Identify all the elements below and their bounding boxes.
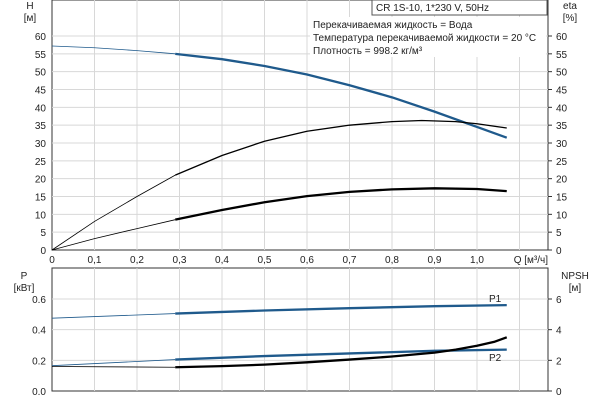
y-tick-label: 0.6: [32, 295, 46, 306]
y-tick-label: 35: [35, 121, 47, 132]
y-tick-label: 25: [35, 157, 47, 168]
x-tick-label: 0,3: [173, 255, 187, 266]
head-curve-extrapolated: [51, 45, 176, 55]
y-tick-label: 0: [40, 246, 46, 257]
y2-tick-label: 0: [556, 387, 562, 398]
y2-tick-label: 6: [556, 295, 562, 306]
y-tick-label: 55: [35, 50, 47, 61]
x-tick-label: 0,7: [343, 255, 357, 266]
y2-tick-label: 4: [556, 326, 562, 337]
npsh-curve-extrapolated: [51, 366, 176, 368]
y-axis-label: H: [26, 1, 33, 12]
eta-total-curve: [175, 187, 507, 221]
y-tick-label: 0.0: [32, 387, 46, 398]
y2-tick-label: 25: [556, 157, 568, 168]
y-tick-label: 10: [35, 210, 47, 221]
title-box: [371, 0, 548, 16]
x-tick-label: 0,5: [258, 255, 272, 266]
y-tick-label: 0.2: [32, 356, 46, 367]
y-axis-unit: [кВт]: [14, 283, 35, 294]
p2-curve-extrapolated: [51, 359, 176, 367]
y2-tick-label: 40: [556, 103, 568, 114]
x-tick-label: 0,6: [300, 255, 314, 266]
eta-curve-extrapolated: [51, 174, 176, 251]
y-axis-label: P: [21, 271, 28, 282]
y2-tick-label: 15: [556, 193, 568, 204]
x-tick-label: 0,1: [88, 255, 102, 266]
y2-tick-label: 35: [556, 121, 568, 132]
y2-tick-label: 45: [556, 86, 568, 97]
annotation: Плотность = 998.2 кг/м³: [313, 46, 423, 57]
y-tick-label: 5: [40, 228, 46, 239]
series-label-p1: P1: [489, 294, 502, 305]
x-tick-label: 1,0: [470, 255, 484, 266]
y2-tick-label: 10: [556, 210, 568, 221]
p1-curve: [175, 303, 507, 315]
y2-tick-label: 0: [556, 246, 562, 257]
y2-tick-label: 5: [556, 228, 562, 239]
x-axis-label: Q [м³/ч]: [514, 255, 549, 266]
annotation-background: [310, 17, 546, 57]
eta-curve: [174, 119, 507, 176]
p2-curve: [175, 348, 507, 361]
y-tick-label: 30: [35, 139, 47, 150]
y-tick-label: 15: [35, 193, 47, 204]
y-axis-unit: [м]: [24, 13, 37, 24]
y2-tick-label: 2: [556, 356, 562, 367]
x-tick-label: 0: [49, 255, 55, 266]
y2-tick-label: 20: [556, 175, 568, 186]
chart-title: CR 1S-10, 1*230 V, 50Hz: [376, 3, 489, 14]
y-tick-label: 45: [35, 86, 47, 97]
y2-tick-label: 60: [556, 32, 568, 43]
y2-axis-unit: [м]: [569, 283, 582, 294]
y2-tick-label: 30: [556, 139, 568, 150]
series-label-p2: P2: [489, 353, 502, 364]
y-tick-label: 0.4: [32, 326, 46, 337]
npsh-curve: [175, 336, 508, 369]
y-tick-label: 50: [35, 68, 47, 79]
x-tick-label: 0,8: [385, 255, 399, 266]
x-tick-label: 0,4: [215, 255, 229, 266]
y2-tick-label: 50: [556, 68, 568, 79]
y2-axis-label: eta: [563, 1, 577, 12]
annotation: Температура перекачиваемой жидкости = 20…: [313, 33, 536, 44]
p1-curve-extrapolated: [51, 313, 176, 319]
x-tick-label: 0,2: [130, 255, 144, 266]
eta-total-curve-extrapolated: [51, 219, 176, 251]
y2-tick-label: 55: [556, 50, 568, 61]
y2-axis-label: NPSH: [561, 271, 589, 282]
y-tick-label: 20: [35, 175, 47, 186]
y2-axis-unit: [%]: [563, 13, 578, 24]
y-tick-label: 60: [35, 32, 47, 43]
x-tick-label: 0,9: [428, 255, 442, 266]
y-tick-label: 40: [35, 103, 47, 114]
annotation: Перекачиваемая жидкость = Вода: [313, 20, 473, 31]
